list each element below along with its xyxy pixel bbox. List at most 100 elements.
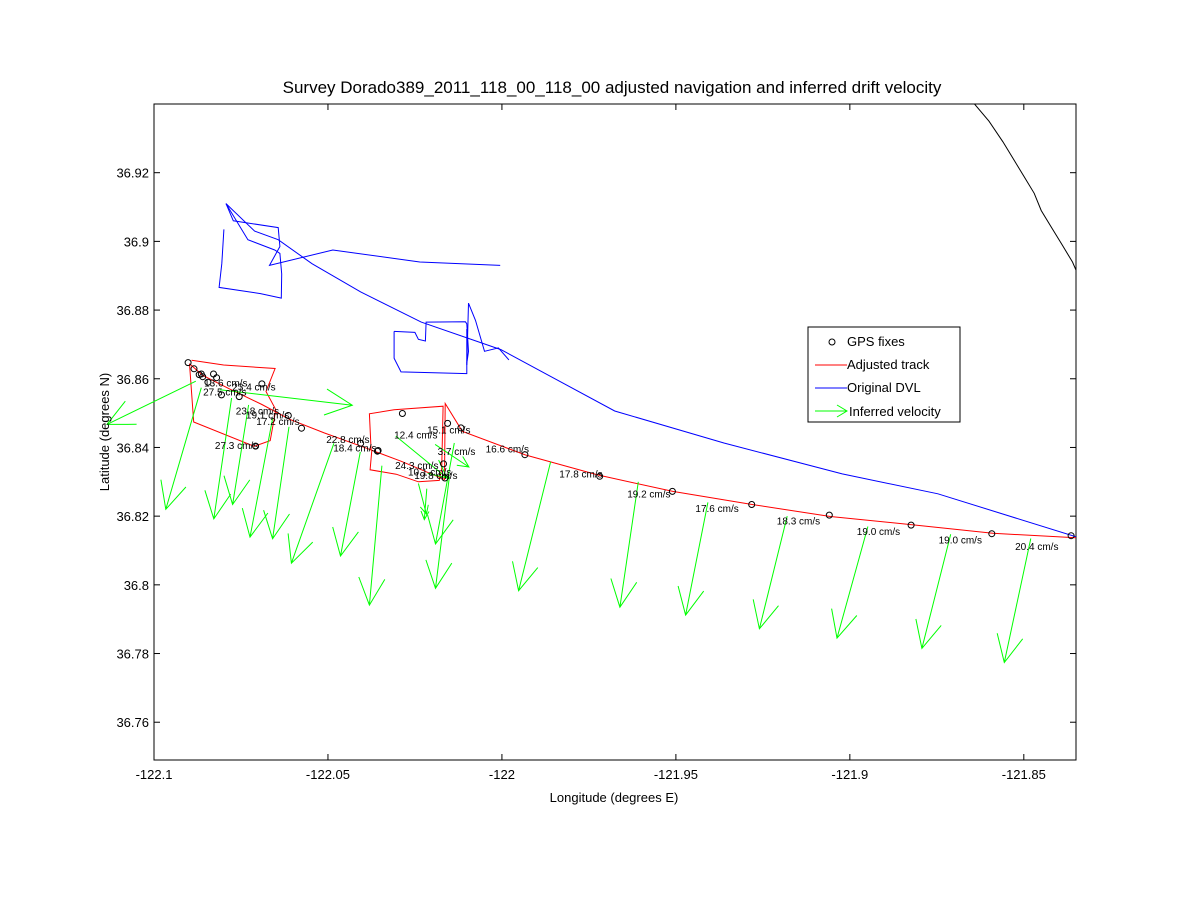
velocity-arrow — [287, 443, 335, 565]
x-tick-label: -121.95 — [654, 767, 698, 782]
speed-annotations: 13.6 cm/s27.5 cm/s23.4 cm/s 23.8 cm/s19.1… — [203, 378, 1058, 553]
speed-label: 13.6 cm/s — [204, 378, 247, 389]
speed-label: 27.5 cm/s — [203, 388, 246, 399]
speed-label: 18.3 cm/s — [777, 516, 820, 527]
speed-label: 17.8 cm/s — [559, 469, 602, 480]
speed-label: 19.0 cm/s — [939, 535, 982, 546]
legend-box — [807, 326, 961, 423]
x-tick-label: -122.1 — [136, 767, 173, 782]
gps-fix — [190, 365, 198, 373]
gps-fix — [748, 501, 756, 508]
speed-label: 3.7 cm/s — [438, 447, 476, 458]
gps-fix — [258, 380, 266, 388]
legend-inferred-velocity-arrow — [815, 404, 848, 418]
speed-label: 15.1 cm/s — [427, 426, 470, 437]
gps-fix — [213, 374, 221, 382]
x-tick-label: -122.05 — [306, 767, 350, 782]
speed-label: 18.4 cm/s — [333, 444, 376, 455]
velocity-arrow — [160, 387, 202, 511]
gps-fix — [457, 424, 465, 432]
gps-fix — [204, 378, 212, 386]
speed-label: 27.3 cm/s — [215, 441, 258, 452]
legend-gps-fixes-label: GPS fixes — [847, 334, 905, 349]
y-tick-label: 36.88 — [116, 303, 149, 318]
velocity-arrow — [223, 404, 251, 506]
speed-label: 16.6 cm/s — [486, 445, 529, 456]
speed-label: 22.8 cm/s — [326, 435, 369, 446]
speed-label: 19.1 cm/s — [246, 410, 289, 421]
velocity-arrow — [427, 442, 455, 546]
legend: GPS fixes Adjusted track Original DVL In… — [807, 326, 961, 423]
velocity-arrow — [425, 476, 453, 590]
velocity-arrow — [610, 481, 639, 609]
y-tick-label: 36.78 — [116, 647, 149, 662]
plot-area: -122.1 -122.05 -122 -121.95 -121.9 -121.85 36… — [105, 103, 1077, 782]
speed-label: 19.0 cm/s — [857, 527, 900, 538]
legend-original-dvl-label: Original DVL — [847, 380, 921, 395]
gps-fix — [199, 373, 207, 381]
velocity-arrow — [263, 426, 290, 540]
y-tick-label: 36.76 — [116, 715, 149, 730]
dvl-path — [394, 321, 470, 364]
y-tick-label: 36.82 — [116, 509, 149, 524]
coastline — [973, 104, 1076, 272]
speed-label: 17.2 cm/s — [256, 417, 299, 428]
gps-fix — [668, 487, 676, 495]
dvl-path — [225, 203, 1076, 538]
gps-fix — [825, 511, 833, 519]
x-ticks: -122.1 -122.05 -122 -121.95 -121.9 -121.85 — [136, 104, 1046, 782]
gps-fix — [441, 474, 449, 482]
speed-label: 12.4 cm/s — [394, 431, 437, 442]
gps-fix — [184, 359, 192, 367]
original-dvl-series — [218, 203, 1076, 538]
gps-fix — [907, 521, 915, 529]
chart-title: Survey Dorado389_2011_118_00_118_00 adju… — [283, 78, 942, 97]
speed-label: 24.3 cm/s — [395, 461, 438, 472]
gps-fix — [1067, 532, 1075, 540]
velocity-arrow — [677, 502, 709, 617]
gps-fix — [373, 447, 381, 455]
gps-fix — [252, 442, 260, 450]
velocity-arrow — [915, 534, 952, 650]
speed-label: 23.4 cm/s — [232, 382, 275, 393]
gps-fix — [440, 460, 447, 468]
velocity-arrow — [512, 461, 552, 592]
legend-adjusted-track-label: Adjusted track — [847, 357, 930, 372]
gps-fix — [357, 439, 365, 447]
adjusted-track-path — [189, 359, 277, 447]
y-axis-label: Latitude (degrees N) — [97, 373, 112, 492]
velocity-arrow — [996, 538, 1032, 664]
y-tick-label: 36.84 — [116, 440, 149, 455]
y-tick-label: 36.9 — [124, 234, 149, 249]
velocity-arrow — [831, 526, 869, 640]
gps-fix — [521, 451, 529, 459]
velocity-arrow — [752, 515, 788, 630]
gps-fix — [284, 412, 292, 419]
adjusted-track-series — [189, 359, 1076, 539]
y-tick-label: 36.92 — [116, 166, 149, 181]
y-tick-label: 36.8 — [124, 578, 149, 593]
velocity-arrow — [204, 397, 233, 521]
gps-fix — [298, 424, 305, 432]
velocity-arrow — [358, 465, 386, 607]
velocity-arrow — [420, 488, 430, 521]
speed-label: 19.8 cm/s — [414, 471, 457, 482]
gps-fix — [398, 410, 406, 417]
dvl-path — [466, 303, 510, 366]
velocity-arrow — [219, 388, 354, 416]
gps-fix — [988, 530, 996, 538]
speed-label: 23.8 cm/s — [236, 407, 279, 418]
x-tick-label: -121.9 — [831, 767, 868, 782]
velocity-arrow — [241, 418, 274, 539]
adjusted-track-path — [368, 405, 444, 483]
legend-gps-fixes-marker — [828, 338, 836, 346]
velocity-arrow — [105, 380, 197, 425]
adjusted-track-path — [189, 363, 1076, 539]
gps-fix — [596, 472, 604, 480]
speed-label: 17.6 cm/s — [695, 504, 738, 515]
gps-fix — [235, 393, 243, 401]
gps-fix — [444, 419, 452, 427]
legend-inferred-velocity-label: Inferred velocity — [849, 404, 941, 419]
x-tick-label: -121.85 — [1002, 767, 1046, 782]
